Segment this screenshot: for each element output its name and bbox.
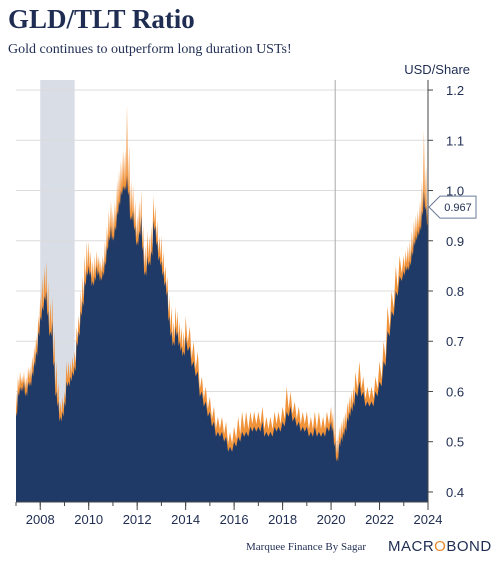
y-axis-label: USD/Share	[404, 62, 470, 77]
x-tick-label: 2018	[268, 512, 297, 527]
y-tick-label: 0.9	[446, 234, 464, 249]
x-tick-label: 2024	[414, 512, 443, 527]
x-tick-labels-layer: 2008 2010 2012 2014 2016 2018 2020 2022 2024	[26, 512, 443, 527]
series-layer	[16, 105, 428, 502]
brand-logo-o: O	[434, 538, 447, 555]
brand-logo: MACROBOND	[388, 538, 492, 555]
axes-layer	[15, 80, 433, 510]
brand-logo-right: BOND	[446, 538, 492, 555]
y-tick-label: 1.1	[446, 133, 464, 148]
x-tick-label: 2008	[26, 512, 55, 527]
x-tick-label: 2010	[74, 512, 103, 527]
x-tick-label: 2022	[365, 512, 394, 527]
y-tick-label: 0.7	[446, 334, 464, 349]
brand-logo-left: MACR	[388, 538, 435, 555]
last-value-box	[428, 195, 477, 219]
x-tick-label: 2016	[220, 512, 249, 527]
y-tick-labels-layer: 0.4 0.5 0.6 0.7 0.8 0.9 1.0 1.1 1.2	[446, 83, 464, 500]
footer-credit: Marquee Finance By Sagar	[246, 541, 367, 553]
x-tick-label: 2020	[317, 512, 346, 527]
y-tick-label: 1.0	[446, 184, 464, 199]
last-value-callout-layer: 0.967	[428, 195, 477, 219]
y-tick-label: 0.6	[446, 384, 464, 399]
x-tick-label: 2014	[171, 512, 200, 527]
last-value-label: 0.967	[444, 202, 472, 214]
y-tick-label: 0.8	[446, 284, 464, 299]
series-area	[16, 175, 428, 502]
y-tick-label: 1.2	[446, 83, 464, 98]
x-tick-label: 2012	[123, 512, 152, 527]
chart-title: GLD/TLT Ratio	[8, 4, 195, 34]
y-tick-label: 0.4	[446, 485, 464, 500]
chart-subtitle: Gold continues to outperform long durati…	[8, 42, 292, 57]
y-tick-label: 0.5	[446, 435, 464, 450]
